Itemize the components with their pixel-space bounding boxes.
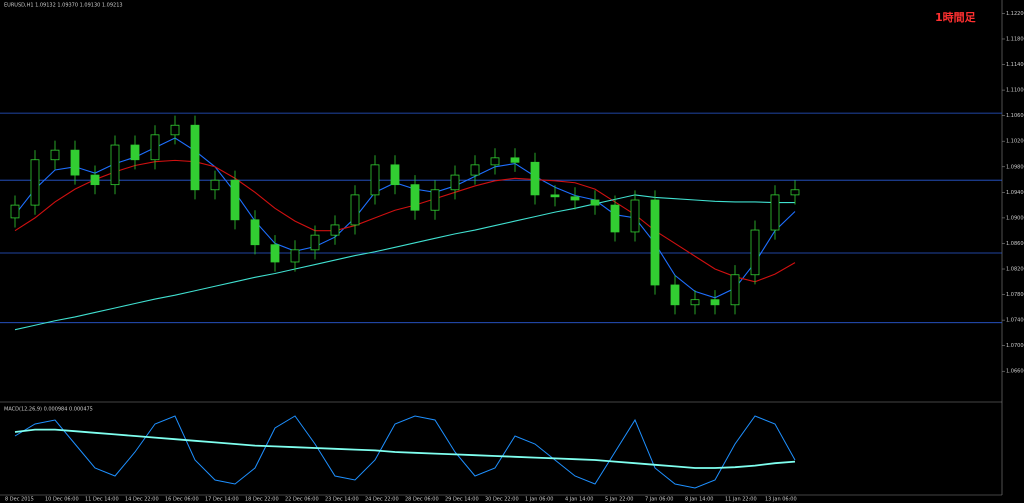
candle-body: [70, 149, 80, 176]
y-tick-label: 1.07400: [1006, 318, 1024, 324]
candle-body: [290, 249, 300, 263]
x-tick-label: 5 Jan 22:00: [605, 497, 633, 503]
candle-body: [470, 164, 480, 176]
x-tick-label: 29 Dec 14:00: [445, 497, 479, 503]
candle-body: [610, 204, 620, 233]
candle-body: [350, 194, 360, 226]
candle-body: [110, 144, 120, 186]
x-tick-label: 1 Jan 06:00: [525, 497, 553, 503]
candle-body: [790, 189, 800, 196]
candle-body: [750, 229, 760, 276]
candle-body: [90, 174, 100, 186]
candle-body: [270, 244, 280, 263]
x-tick-label: 8 Jan 14:00: [685, 497, 713, 503]
x-tick-label: 10 Dec 06:00: [45, 497, 79, 503]
y-tick-label: 1.09400: [1006, 190, 1024, 196]
y-tick-label: 1.11800: [1006, 36, 1024, 42]
candle-body: [510, 157, 520, 163]
y-tick-label: 1.12200: [1006, 11, 1024, 17]
candle-body: [230, 179, 240, 221]
candle-body: [10, 204, 20, 219]
y-tick-label: 1.11000: [1006, 88, 1024, 94]
candle-body: [30, 159, 40, 206]
x-tick-label: 24 Dec 22:00: [365, 497, 399, 503]
annotation: 1時間足: [935, 10, 977, 24]
candle-body: [330, 224, 340, 236]
candle-body: [50, 149, 60, 161]
candle-body: [210, 179, 220, 191]
y-tick-label: 1.09000: [1006, 215, 1024, 221]
y-tick-label: 1.08200: [1006, 267, 1024, 273]
chart-title: EURUSD,H1 1.09132 1.09370 1.09130 1.0921…: [4, 3, 123, 9]
candle-body: [630, 199, 640, 233]
y-tick-label: 1.09800: [1006, 164, 1024, 170]
candle-body: [410, 184, 420, 211]
y-tick-label: 1.06600: [1006, 369, 1024, 375]
moving-average: [14, 137, 796, 299]
x-tick-label: 8 Dec 2015: [5, 497, 34, 503]
candle-body: [370, 164, 380, 196]
candle-body: [650, 199, 660, 286]
moving-average: [14, 159, 796, 283]
candle-body: [150, 134, 160, 161]
candle-body: [710, 299, 720, 306]
x-tick-label: 16 Dec 06:00: [165, 497, 199, 503]
x-tick-label: 7 Jan 06:00: [645, 497, 673, 503]
candle-body: [310, 234, 320, 251]
x-tick-label: 23 Dec 14:00: [325, 497, 359, 503]
candle-body: [430, 189, 440, 211]
x-tick-label: 11 Dec 14:00: [85, 497, 119, 503]
x-tick-label: 14 Dec 22:00: [125, 497, 159, 503]
candle-body: [770, 194, 780, 231]
candle-body: [170, 124, 180, 136]
candle-body: [670, 284, 680, 306]
candle-body: [190, 124, 200, 191]
x-tick-label: 18 Dec 22:00: [245, 497, 279, 503]
x-tick-label: 13 Jan 06:00: [765, 497, 797, 503]
candle-body: [450, 174, 460, 191]
candle-body: [390, 164, 400, 186]
y-tick-label: 1.07800: [1006, 292, 1024, 298]
candle-body: [570, 196, 580, 201]
candle-body: [730, 274, 740, 306]
x-tick-label: 4 Jan 14:00: [565, 497, 593, 503]
candle-body: [690, 299, 700, 306]
y-tick-label: 1.11400: [1006, 62, 1024, 68]
y-tick-label: 1.07000: [1006, 343, 1024, 349]
x-tick-label: 30 Dec 22:00: [485, 497, 519, 503]
moving-average: [14, 194, 795, 331]
y-tick-label: 1.08600: [1006, 241, 1024, 247]
candle-body: [590, 199, 600, 206]
candle-body: [130, 144, 140, 161]
indicator-line: [14, 428, 796, 469]
candle-body: [250, 219, 260, 246]
x-tick-label: 22 Dec 06:00: [285, 497, 319, 503]
candle-body: [550, 194, 560, 198]
y-tick-label: 1.10200: [1006, 139, 1024, 145]
indicator-title: MACD(12,26,9) 0.000984 0.000475: [4, 407, 93, 413]
y-tick-label: 1.10600: [1006, 113, 1024, 119]
candle-body: [530, 161, 540, 196]
x-tick-label: 28 Dec 06:00: [405, 497, 439, 503]
x-tick-label: 17 Dec 14:00: [205, 497, 239, 503]
x-tick-label: 11 Jan 22:00: [725, 497, 757, 503]
indicator-line: [14, 415, 796, 489]
candle-body: [490, 157, 500, 166]
